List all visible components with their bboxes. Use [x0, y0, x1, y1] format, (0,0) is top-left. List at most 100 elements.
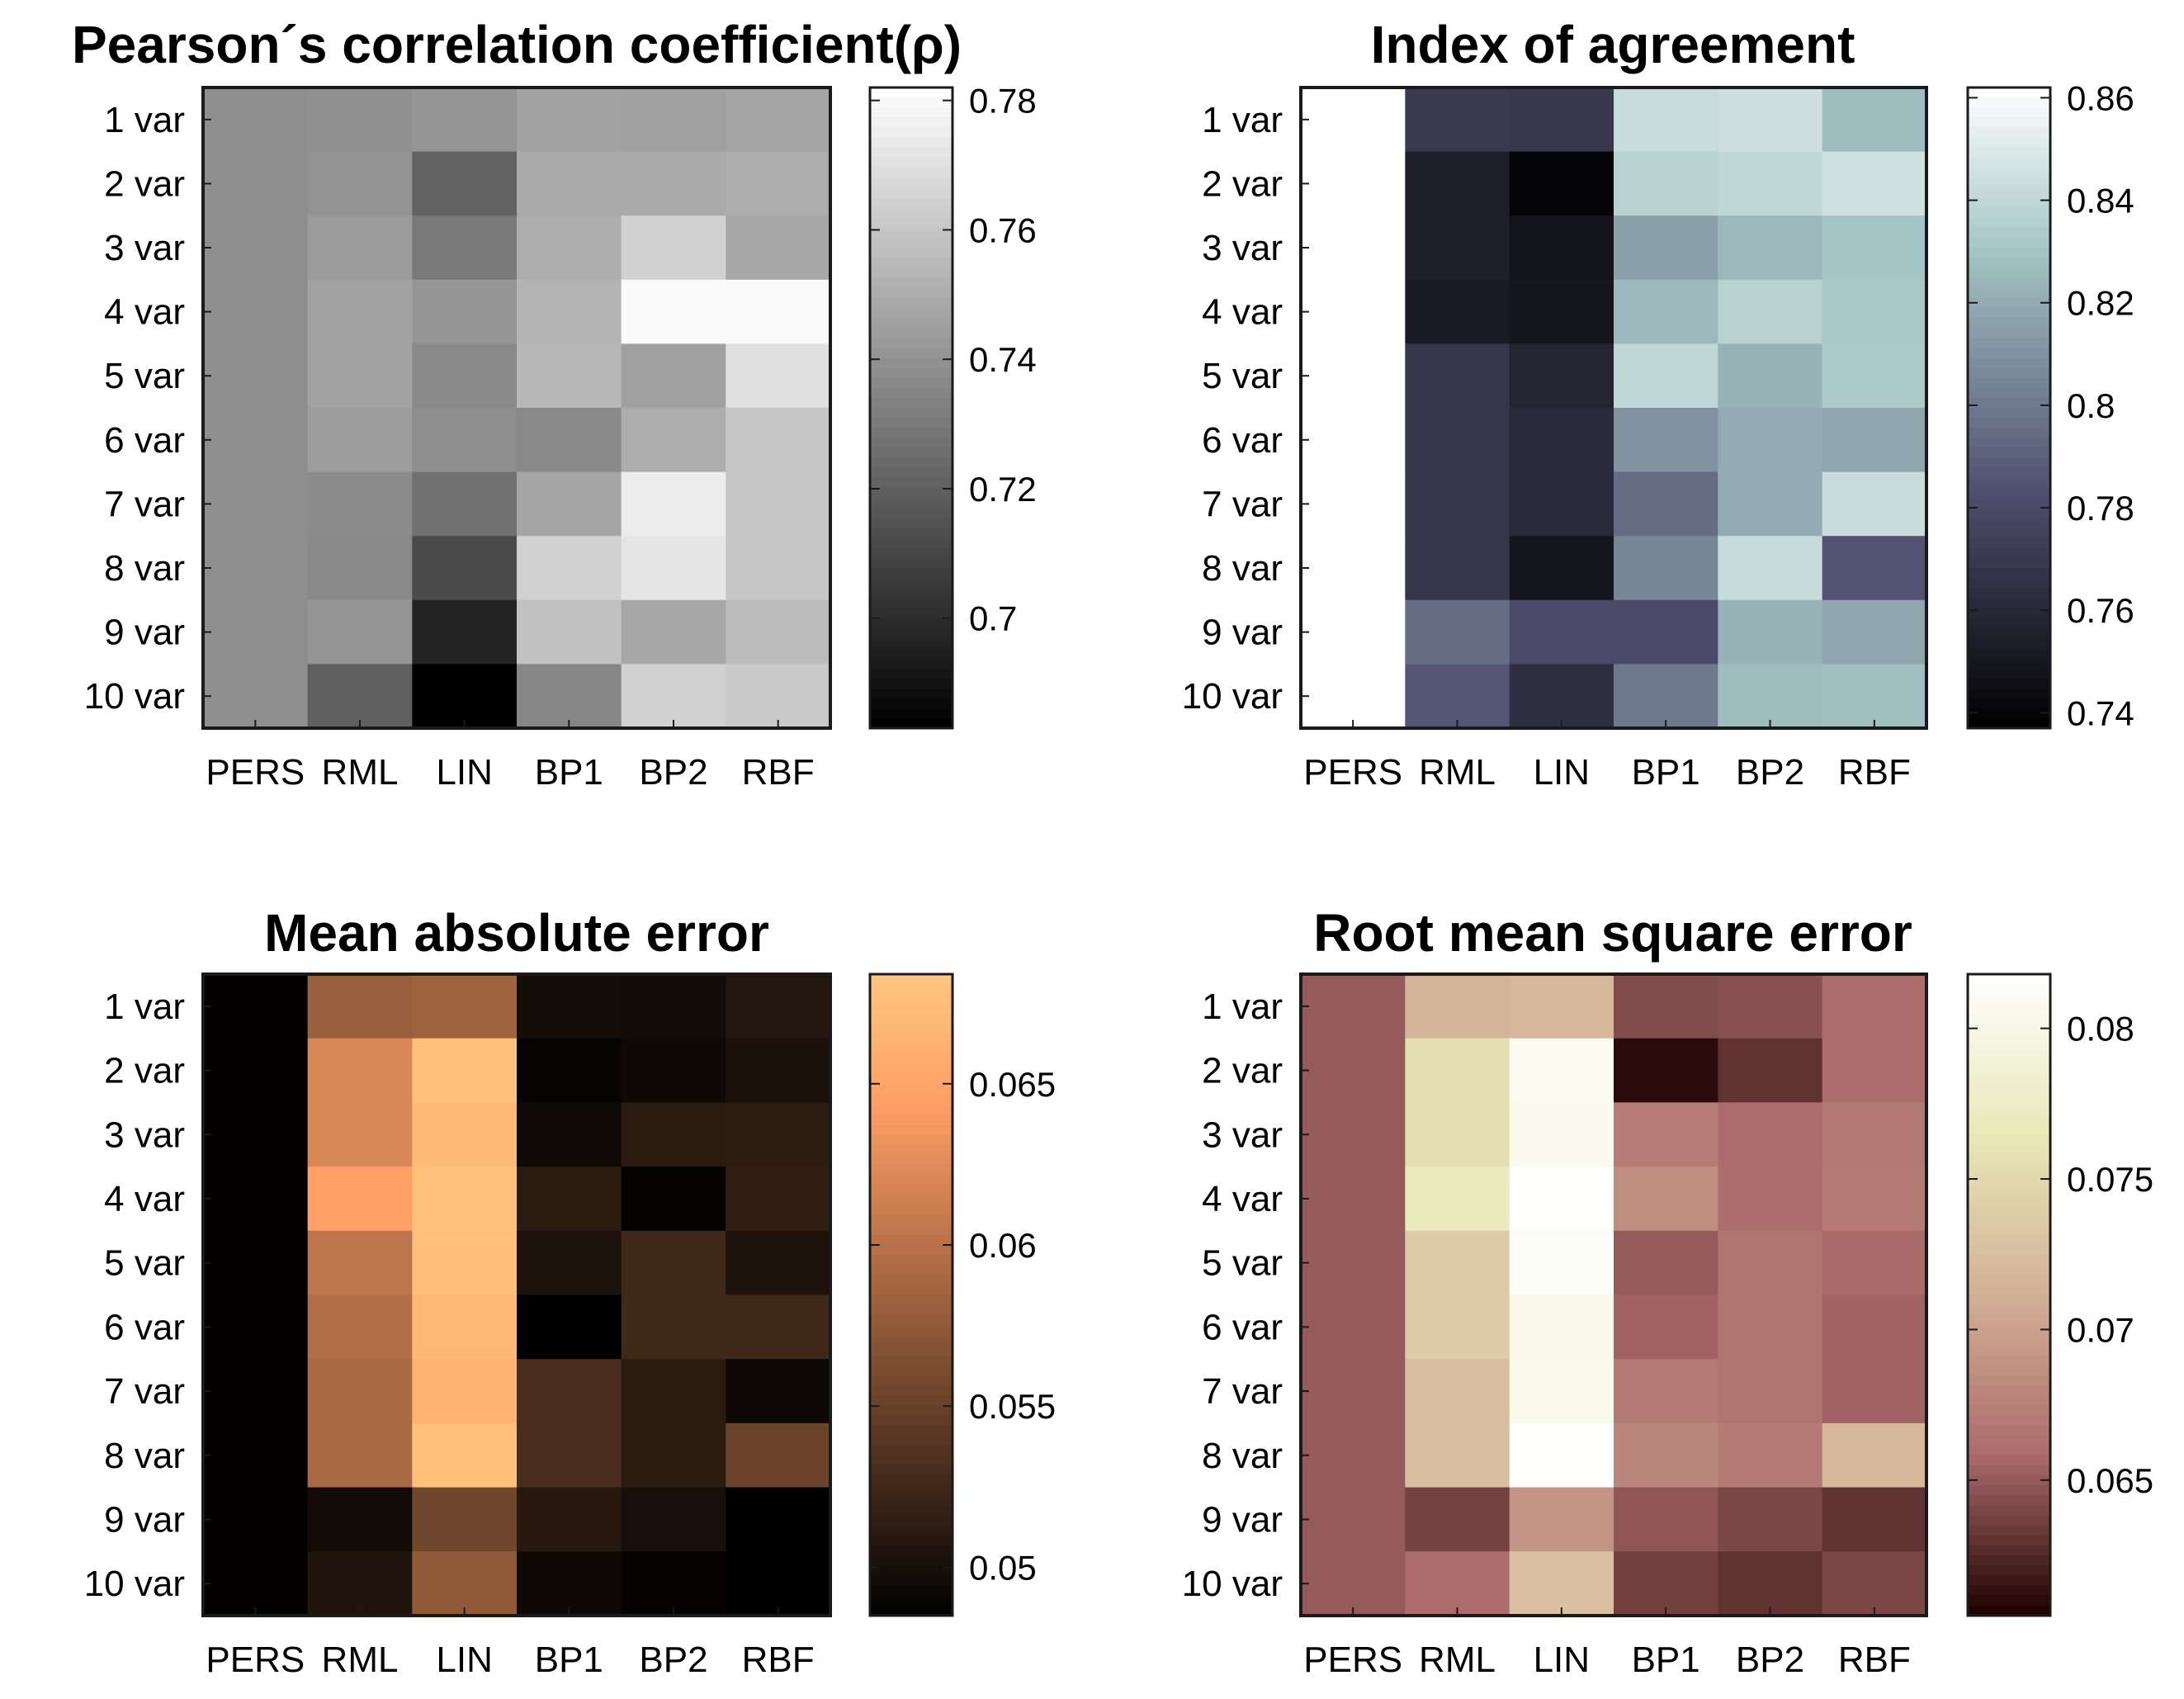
- colorbar-segment: [870, 1144, 953, 1156]
- colorbar-segment: [870, 1505, 953, 1517]
- colorbar-segment: [870, 1375, 953, 1386]
- colorbar-tick-label: 0.08: [2067, 1010, 2134, 1048]
- colorbar-segment: [870, 528, 953, 539]
- colorbar-tick-label: 0.74: [969, 340, 1037, 379]
- colorbar-segment: [870, 408, 953, 419]
- heatmap-cell: [621, 974, 726, 1039]
- heatmap-cell: [412, 88, 518, 153]
- colorbar-segment: [1968, 1485, 2050, 1496]
- x-tick-label: PERS: [1303, 1640, 1402, 1680]
- heatmap-cell: [412, 599, 518, 665]
- colorbar-segment: [1968, 408, 2050, 419]
- colorbar-segment: [1968, 708, 2050, 719]
- heatmap-cell: [1509, 1038, 1614, 1103]
- colorbar-segment: [870, 97, 953, 108]
- heatmap-cell: [621, 88, 726, 153]
- x-tick-label: BP1: [1632, 1640, 1700, 1680]
- heatmap-cell: [726, 599, 831, 665]
- heatmap-cell: [1509, 1230, 1614, 1296]
- heatmap-cell: [1718, 1294, 1823, 1360]
- colorbar-segment: [870, 668, 953, 679]
- heatmap-cell: [412, 1230, 518, 1296]
- heatmap-cell: [1509, 1551, 1614, 1616]
- colorbar-segment: [870, 1265, 953, 1275]
- heatmap-cell: [1301, 1102, 1406, 1167]
- heatmap-cell: [1614, 215, 1718, 281]
- heatmap-cell: [726, 343, 831, 409]
- colorbar-segment: [870, 177, 953, 188]
- colorbar-segment: [1968, 1565, 2050, 1577]
- colorbar-segment: [1968, 528, 2050, 539]
- colorbar-segment: [1968, 618, 2050, 629]
- colorbar-segment: [1968, 1335, 2050, 1346]
- heatmap-cell: [203, 471, 309, 537]
- heatmap-cell: [1822, 1294, 1927, 1360]
- colorbar-segment: [1968, 338, 2050, 348]
- colorbar-segment: [870, 88, 953, 98]
- heatmap-cell: [203, 1230, 309, 1296]
- colorbar-segment: [1968, 537, 2050, 549]
- colorbar-segment: [870, 1294, 953, 1306]
- y-tick-label: 3 var: [1202, 1115, 1283, 1155]
- colorbar-segment: [1968, 1265, 2050, 1275]
- colorbar-segment: [1968, 1004, 2050, 1015]
- heatmap-cell: [307, 1359, 413, 1424]
- heatmap-cell: [1509, 974, 1614, 1039]
- colorbar-segment: [1968, 428, 2050, 438]
- colorbar-segment: [870, 1204, 953, 1215]
- x-tick-label: BP2: [1736, 1640, 1804, 1680]
- heatmap-cell: [1718, 536, 1823, 601]
- colorbar-segment: [1968, 197, 2050, 209]
- heatmap-cell: [307, 279, 413, 344]
- colorbar-segment: [870, 1545, 953, 1556]
- colorbar-segment: [870, 537, 953, 549]
- heatmap-cell: [517, 1167, 622, 1232]
- colorbar-segment: [870, 227, 953, 239]
- heatmap-cell: [203, 1102, 309, 1167]
- y-tick-label: 9 var: [104, 1499, 185, 1540]
- heatmap-cell: [1405, 151, 1510, 216]
- y-tick-label: 10 var: [1182, 1564, 1283, 1604]
- colorbar-segment: [870, 1355, 953, 1366]
- colorbar-segment: [1968, 1084, 2050, 1096]
- heatmap-cell: [1718, 1487, 1823, 1552]
- colorbar-segment: [870, 237, 953, 248]
- heatmap-cell: [307, 1294, 413, 1360]
- heatmap-cell: [1718, 343, 1823, 409]
- colorbar-segment: [1968, 397, 2050, 409]
- colorbar-segment: [870, 1525, 953, 1536]
- y-tick-label: 1 var: [104, 100, 185, 140]
- heatmap-cell: [517, 471, 622, 537]
- colorbar-tick-label: 0.78: [2067, 489, 2134, 528]
- heatmap-cell: [517, 1422, 622, 1488]
- heatmap-cell: [412, 343, 518, 409]
- panel-index-of-agreement: Index of agreement 1 var 2 var 3 var 4 var 5 …: [1182, 15, 2134, 793]
- colorbar-segment: [870, 1595, 953, 1607]
- colorbar-segment: [870, 984, 953, 995]
- x-tick-label: LIN: [1534, 752, 1590, 793]
- y-tick-label: 6 var: [1202, 1307, 1283, 1347]
- colorbar-segment: [1968, 1314, 2050, 1326]
- colorbar-segment: [1968, 387, 2050, 399]
- heatmap-cell: [1509, 1102, 1614, 1167]
- colorbar-segment: [1968, 588, 2050, 599]
- colorbar-segment: [1968, 568, 2050, 579]
- x-tick-label: PERS: [206, 1640, 305, 1680]
- y-tick-label: 8 var: [1202, 1436, 1283, 1476]
- colorbar-segment: [1968, 297, 2050, 309]
- heatmap-cell: [1822, 88, 1927, 153]
- colorbar-segment: [1968, 248, 2050, 258]
- colorbar-segment: [870, 1174, 953, 1186]
- colorbar-segment: [870, 1565, 953, 1577]
- colorbar-segment: [1968, 207, 2050, 219]
- colorbar-segment: [1968, 974, 2050, 985]
- heatmap-cell: [726, 471, 831, 537]
- colorbar-segment: [1968, 107, 2050, 118]
- panel-root-mean-square-error: Root mean square error 1 var 2 var 3 var 4 v…: [1182, 903, 2153, 1680]
- y-tick-label: 7 var: [104, 1371, 185, 1412]
- x-tick-label: RBF: [742, 752, 815, 793]
- heatmap-cell: [517, 1230, 622, 1296]
- y-tick-label: 8 var: [104, 1436, 185, 1476]
- colorbar-segment: [870, 618, 953, 629]
- heatmap-cell: [517, 1294, 622, 1360]
